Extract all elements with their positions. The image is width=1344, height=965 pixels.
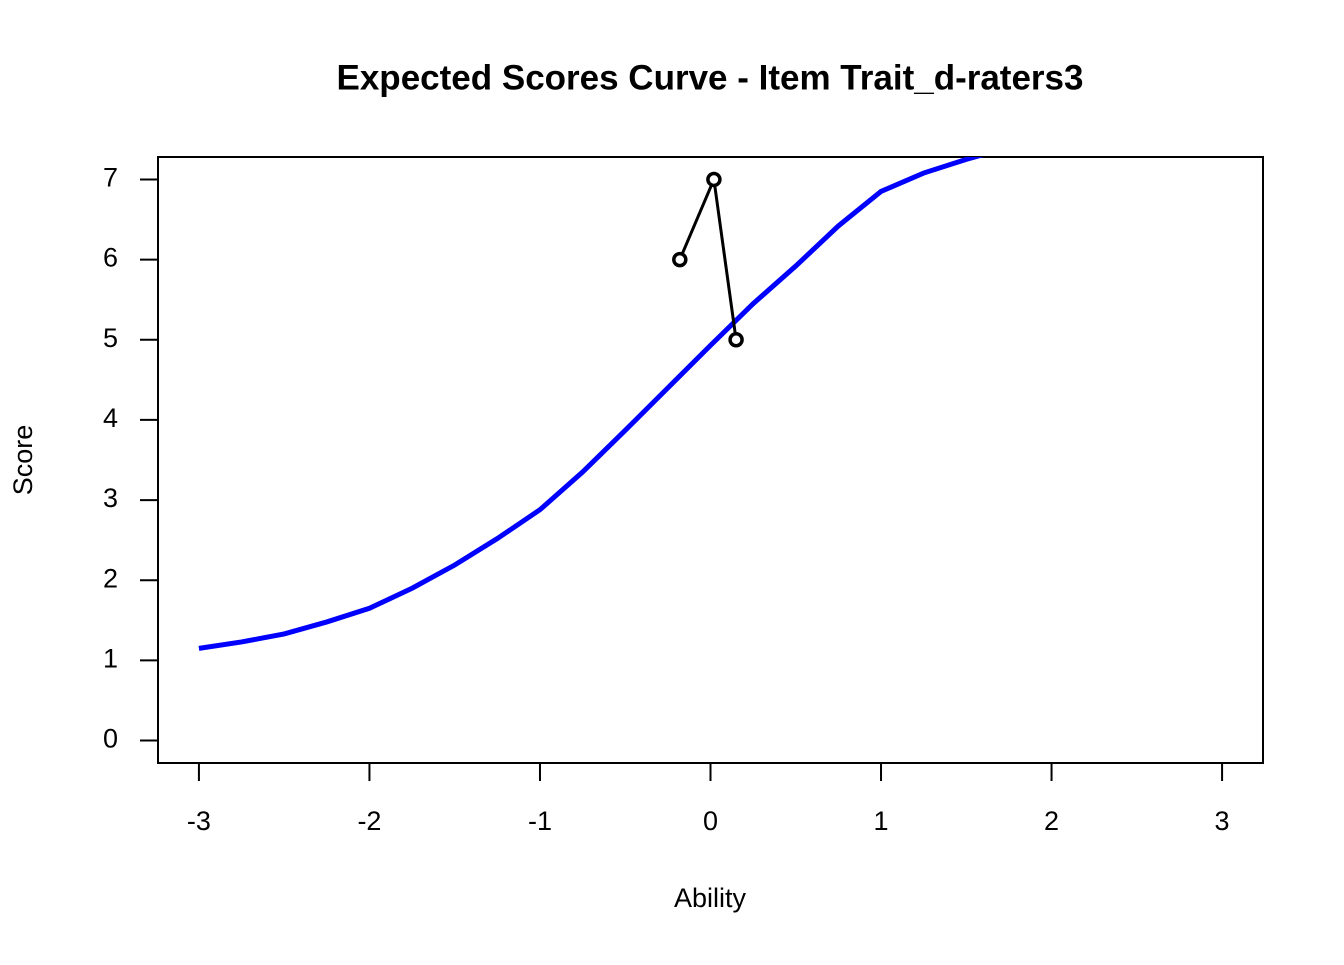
x-tick-label: 2 [1044, 806, 1059, 836]
y-tick-label: 0 [103, 724, 118, 754]
data-point [672, 251, 688, 268]
y-tick-label: 6 [103, 243, 118, 273]
y-tick-label: 2 [103, 563, 118, 593]
y-tick-label: 5 [103, 323, 118, 353]
x-tick-label: -2 [357, 806, 381, 836]
y-tick-label: 7 [103, 163, 118, 193]
data-point [706, 171, 722, 188]
x-tick-label: -3 [187, 806, 211, 836]
series-line [678, 173, 738, 340]
series-line [198, 157, 985, 651]
chart-title: Expected Scores Curve - Item Trait_d-rat… [337, 58, 1084, 97]
y-tick-label: 3 [103, 483, 118, 513]
x-tick-label: -1 [528, 806, 552, 836]
plot-frame [157, 156, 1264, 764]
x-tick-label: 1 [874, 806, 889, 836]
y-tick-label: 4 [103, 403, 118, 433]
y-tick-label: 1 [103, 644, 118, 674]
x-axis-label: Ability [674, 883, 747, 913]
plot-area [198, 157, 985, 651]
data-point [728, 332, 744, 348]
y-axis-label: Score [8, 425, 38, 496]
x-tick-label: 0 [703, 806, 718, 836]
x-tick-label: 3 [1215, 806, 1230, 836]
